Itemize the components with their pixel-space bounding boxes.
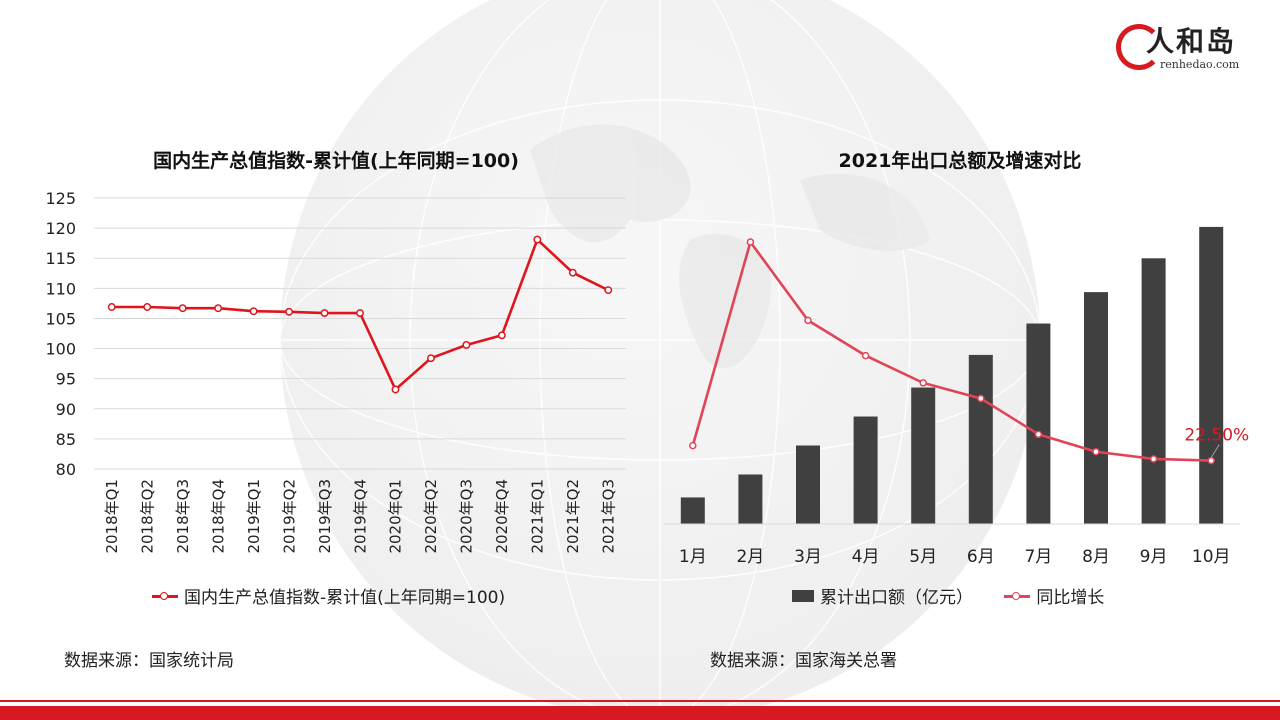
left-chart-legend: 国内生产总值指数-累计值(上年同期=100) <box>152 583 531 608</box>
bar-export <box>911 387 936 524</box>
x-tick-label: 2019年Q1 <box>245 479 263 554</box>
data-point <box>497 331 506 340</box>
data-point <box>604 286 613 295</box>
bar-export <box>680 497 705 524</box>
x-tick-label: 2020年Q2 <box>422 479 440 554</box>
legend-line-swatch <box>1004 590 1031 602</box>
brand-logo: 人和岛 renhedao.com <box>1116 18 1256 78</box>
y-tick-label: 115 <box>45 249 76 268</box>
legend-label-growth: 同比增长 <box>1036 588 1105 608</box>
x-tick-label: 2020年Q1 <box>387 479 405 554</box>
data-point <box>320 309 329 317</box>
x-tick-label: 3月 <box>794 547 822 567</box>
data-point <box>1207 456 1215 465</box>
data-point <box>214 304 223 313</box>
data-point <box>804 316 812 325</box>
x-tick-label: 2021年Q2 <box>564 479 582 554</box>
logo-url: renhedao.com <box>1160 58 1240 71</box>
y-tick-label: 125 <box>45 189 76 208</box>
series-line-growth <box>691 240 1212 462</box>
legend-item-gdp: 国内生产总值指数-累计值(上年同期=100) <box>152 583 505 608</box>
x-tick-label: 1月 <box>679 547 707 567</box>
x-tick-label: 2021年Q3 <box>600 479 618 554</box>
y-tick-label: 110 <box>45 279 76 298</box>
left-data-source: 数据来源：国家统计局 <box>64 651 234 671</box>
data-point <box>1092 448 1100 456</box>
data-point <box>356 309 364 317</box>
data-point <box>689 441 697 450</box>
y-tick-label: 95 <box>56 370 76 389</box>
footer-bar <box>0 706 1280 720</box>
bar-export <box>1199 226 1224 524</box>
footer-line <box>0 700 1280 702</box>
data-point <box>1034 430 1043 439</box>
x-tick-label: 2018年Q1 <box>103 479 121 554</box>
legend-bar-swatch <box>792 589 814 602</box>
data-point <box>107 303 116 311</box>
x-tick-label: 2018年Q2 <box>138 479 156 554</box>
x-tick-label: 2018年Q4 <box>209 479 227 554</box>
x-tick-label: 2021年Q1 <box>529 479 547 554</box>
data-point <box>533 235 542 244</box>
data-point <box>178 304 187 313</box>
y-tick-label: 100 <box>45 340 76 359</box>
data-point <box>861 351 870 360</box>
data-point <box>143 303 152 311</box>
x-tick-label: 2019年Q4 <box>351 479 369 554</box>
bar-export <box>1141 258 1166 524</box>
x-tick-label: 8月 <box>1082 547 1110 567</box>
right-chart-title: 2021年出口总额及增速对比 <box>838 150 1082 172</box>
data-point <box>391 385 400 394</box>
data-point <box>919 379 927 387</box>
data-point <box>462 340 471 349</box>
y-tick-label: 90 <box>56 400 76 419</box>
right-chart-legend: 累计出口额（亿元） 同比增长 <box>792 583 1130 608</box>
x-tick-label: 5月 <box>909 547 937 567</box>
x-tick-label: 2月 <box>736 547 764 567</box>
x-tick-label: 2018年Q3 <box>174 479 192 554</box>
y-tick-label: 120 <box>45 219 76 238</box>
logo-swirl-icon <box>1116 24 1162 70</box>
x-tick-label: 2019年Q2 <box>280 479 298 554</box>
x-tick-label: 2020年Q3 <box>458 479 476 554</box>
data-label-leader <box>1210 444 1220 458</box>
x-tick-label: 7月 <box>1024 547 1052 567</box>
data-point <box>249 307 258 316</box>
x-tick-label: 2020年Q4 <box>493 479 511 554</box>
data-label-growth: 22.50% <box>1184 426 1249 446</box>
legend-item-export: 累计出口额（亿元） <box>792 583 973 608</box>
y-tick-label: 105 <box>45 309 76 328</box>
bar-export <box>968 354 993 524</box>
bar-export <box>796 445 820 524</box>
legend-label-gdp: 国内生产总值指数-累计值(上年同期=100) <box>184 588 506 608</box>
logo-text: 人和岛 <box>1146 25 1237 58</box>
x-tick-label: 2019年Q3 <box>316 479 334 554</box>
x-tick-label: 6月 <box>967 547 995 567</box>
bar-export <box>1084 292 1108 524</box>
bar-export <box>738 474 763 524</box>
left-chart-title: 国内生产总值指数-累计值(上年同期=100) <box>153 150 519 172</box>
legend-line-swatch <box>152 590 178 602</box>
bar-export <box>853 416 878 524</box>
x-tick-label: 9月 <box>1140 547 1168 567</box>
legend-label-export: 累计出口额（亿元） <box>820 588 973 608</box>
x-tick-label: 4月 <box>852 547 880 567</box>
y-tick-label: 85 <box>56 430 76 449</box>
background-globe <box>280 0 1040 720</box>
x-tick-label: 10月 <box>1192 547 1231 567</box>
legend-item-growth: 同比增长 <box>1004 583 1104 608</box>
bar-export <box>1026 323 1051 524</box>
globe-grid-lines <box>280 0 1040 720</box>
data-point <box>426 354 435 363</box>
data-point <box>1149 455 1158 463</box>
y-tick-label: 80 <box>56 460 76 479</box>
data-point <box>568 268 577 277</box>
data-point <box>977 394 985 403</box>
data-point <box>285 307 294 316</box>
right-data-source: 数据来源：国家海关总署 <box>710 651 897 671</box>
data-point <box>746 238 755 246</box>
